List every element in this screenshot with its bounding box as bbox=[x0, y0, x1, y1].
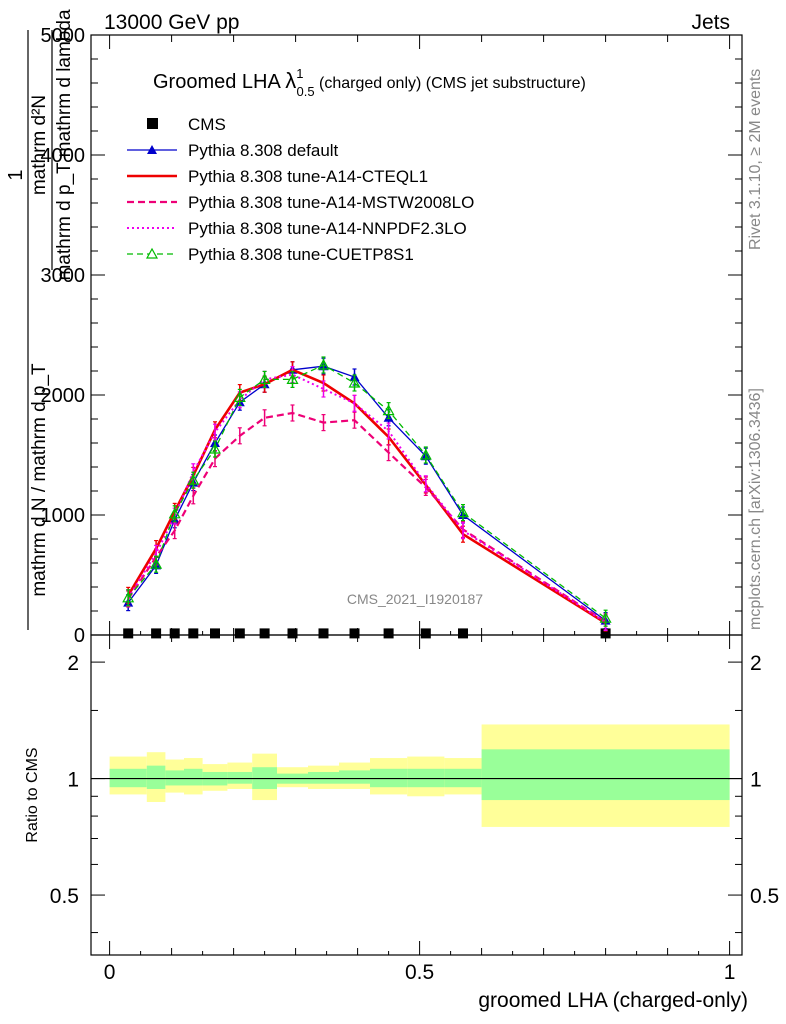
cms-data-point bbox=[318, 628, 329, 639]
cms-data-point bbox=[259, 628, 270, 639]
series-5 bbox=[122, 356, 612, 627]
ratio-ytick-label-right: 2 bbox=[750, 652, 762, 675]
ratio-band-inner bbox=[165, 770, 184, 786]
ratio-plot-frame bbox=[90, 634, 743, 956]
ylabel-num: mathrm d²N bbox=[29, 95, 50, 195]
legend-entry-1: Pythia 8.308 default bbox=[127, 141, 339, 160]
series-0 bbox=[123, 628, 611, 639]
xlabel: groomed LHA (charged-only) bbox=[478, 989, 748, 1012]
main-ytick-label: 5000 bbox=[41, 25, 86, 47]
series-line bbox=[127, 364, 606, 619]
ratio-ytick-label-right: 0.5 bbox=[750, 885, 779, 908]
analysis-watermark: CMS_2021_I1920187 bbox=[347, 591, 483, 607]
series-marker bbox=[599, 611, 612, 623]
legend-entry-0: CMS bbox=[147, 115, 226, 134]
ratio-band-inner bbox=[481, 749, 730, 801]
series-marker bbox=[233, 391, 246, 402]
ratio-band-inner bbox=[227, 771, 253, 784]
rivet-label: Rivet 3.1.10, ≥ 2M events bbox=[747, 69, 764, 250]
cms-data-point bbox=[169, 628, 180, 639]
legend-marker bbox=[147, 145, 157, 154]
series-marker bbox=[258, 373, 271, 384]
main-ytick-label: 4000 bbox=[41, 145, 86, 167]
ratio-band-inner bbox=[184, 768, 203, 786]
cms-data-point bbox=[234, 628, 245, 639]
ratio-band-inner bbox=[308, 771, 339, 784]
category-label: Jets bbox=[691, 11, 730, 34]
legend-swatch bbox=[147, 118, 158, 129]
legend-label: Pythia 8.308 tune-CUETP8S1 bbox=[188, 245, 414, 264]
legend-label: Pythia 8.308 tune-A14-CTEQL1 bbox=[188, 167, 428, 186]
cms-data-point bbox=[287, 628, 298, 639]
legend-label: Pythia 8.308 tune-A14-NNPDF2.3LO bbox=[188, 219, 467, 238]
main-ytick-label: 1000 bbox=[41, 505, 86, 527]
series-marker bbox=[122, 591, 135, 603]
mcplots-label: mcplots.cern.ch [arXiv:1306.3436] bbox=[747, 388, 764, 630]
series-line bbox=[127, 373, 607, 624]
legend-entry-3: Pythia 8.308 tune-A14-MSTW2008LO bbox=[127, 193, 474, 212]
series-marker bbox=[168, 507, 181, 519]
series-line bbox=[127, 411, 607, 623]
energy-label: 13000 GeV pp bbox=[104, 11, 239, 34]
ratio-ytick-label-right: 1 bbox=[750, 769, 762, 792]
ratio-band-inner bbox=[146, 765, 166, 789]
series-marker bbox=[317, 358, 330, 370]
ylabel-frac-den: mathrm d N / mathrm d p_T bbox=[29, 363, 50, 597]
series-marker bbox=[150, 557, 163, 569]
ratio-band-inner bbox=[339, 770, 370, 784]
ylabel-frac-num: 1 bbox=[5, 169, 27, 180]
legend-entry-4: Pythia 8.308 tune-A14-NNPDF2.3LO bbox=[127, 219, 467, 238]
legend-label: Pythia 8.308 tune-A14-MSTW2008LO bbox=[188, 193, 474, 212]
series-marker bbox=[348, 376, 361, 388]
series-marker bbox=[382, 404, 395, 416]
cms-data-point bbox=[188, 628, 199, 639]
series-line bbox=[127, 368, 607, 625]
ratio-ytick-label: 0.5 bbox=[50, 885, 79, 908]
series-marker bbox=[419, 448, 432, 460]
ratio-ytick-label: 2 bbox=[67, 652, 79, 675]
series-marker bbox=[286, 373, 299, 384]
ratio-xtick-label: 0.5 bbox=[405, 961, 434, 984]
legend-entry-2: Pythia 8.308 tune-A14-CTEQL1 bbox=[127, 167, 428, 186]
main-ytick-label: 2000 bbox=[41, 385, 86, 407]
ratio-xtick-label: 0 bbox=[104, 961, 116, 984]
cms-data-point bbox=[420, 628, 431, 639]
main-ytick-label: 0 bbox=[74, 625, 85, 647]
ratio-ylabel: Ratio to CMS bbox=[24, 747, 41, 842]
plot-title: Groomed LHA λ1 0.5 (charged only) (CMS je… bbox=[153, 66, 586, 99]
series-marker bbox=[208, 442, 222, 454]
series-marker bbox=[187, 473, 200, 485]
main-ylabel: 1 mathrm d N / mathrm d p_T mathrm d²N m… bbox=[5, 9, 75, 630]
cms-data-point bbox=[151, 628, 162, 639]
legend-entry-5: Pythia 8.308 tune-CUETP8S1 bbox=[127, 245, 414, 264]
ylabel-den: mathrm d p_T mathrm d lambda bbox=[54, 9, 75, 280]
ratio-ytick-label: 1 bbox=[67, 769, 79, 792]
ratio-xtick-label: 1 bbox=[724, 961, 736, 984]
main-ytick-label: 3000 bbox=[41, 265, 86, 287]
cms-data-point bbox=[210, 628, 220, 639]
legend-marker bbox=[145, 247, 159, 259]
cms-data-point bbox=[383, 628, 394, 639]
cms-data-point bbox=[458, 628, 468, 639]
series-marker bbox=[456, 506, 470, 518]
series-line bbox=[127, 365, 606, 622]
cms-data-point bbox=[349, 628, 360, 639]
legend-label: CMS bbox=[188, 115, 226, 134]
cms-data-point bbox=[600, 628, 611, 639]
cms-data-point bbox=[123, 628, 134, 639]
series-1 bbox=[123, 357, 611, 630]
legend-label: Pythia 8.308 default bbox=[188, 141, 339, 160]
